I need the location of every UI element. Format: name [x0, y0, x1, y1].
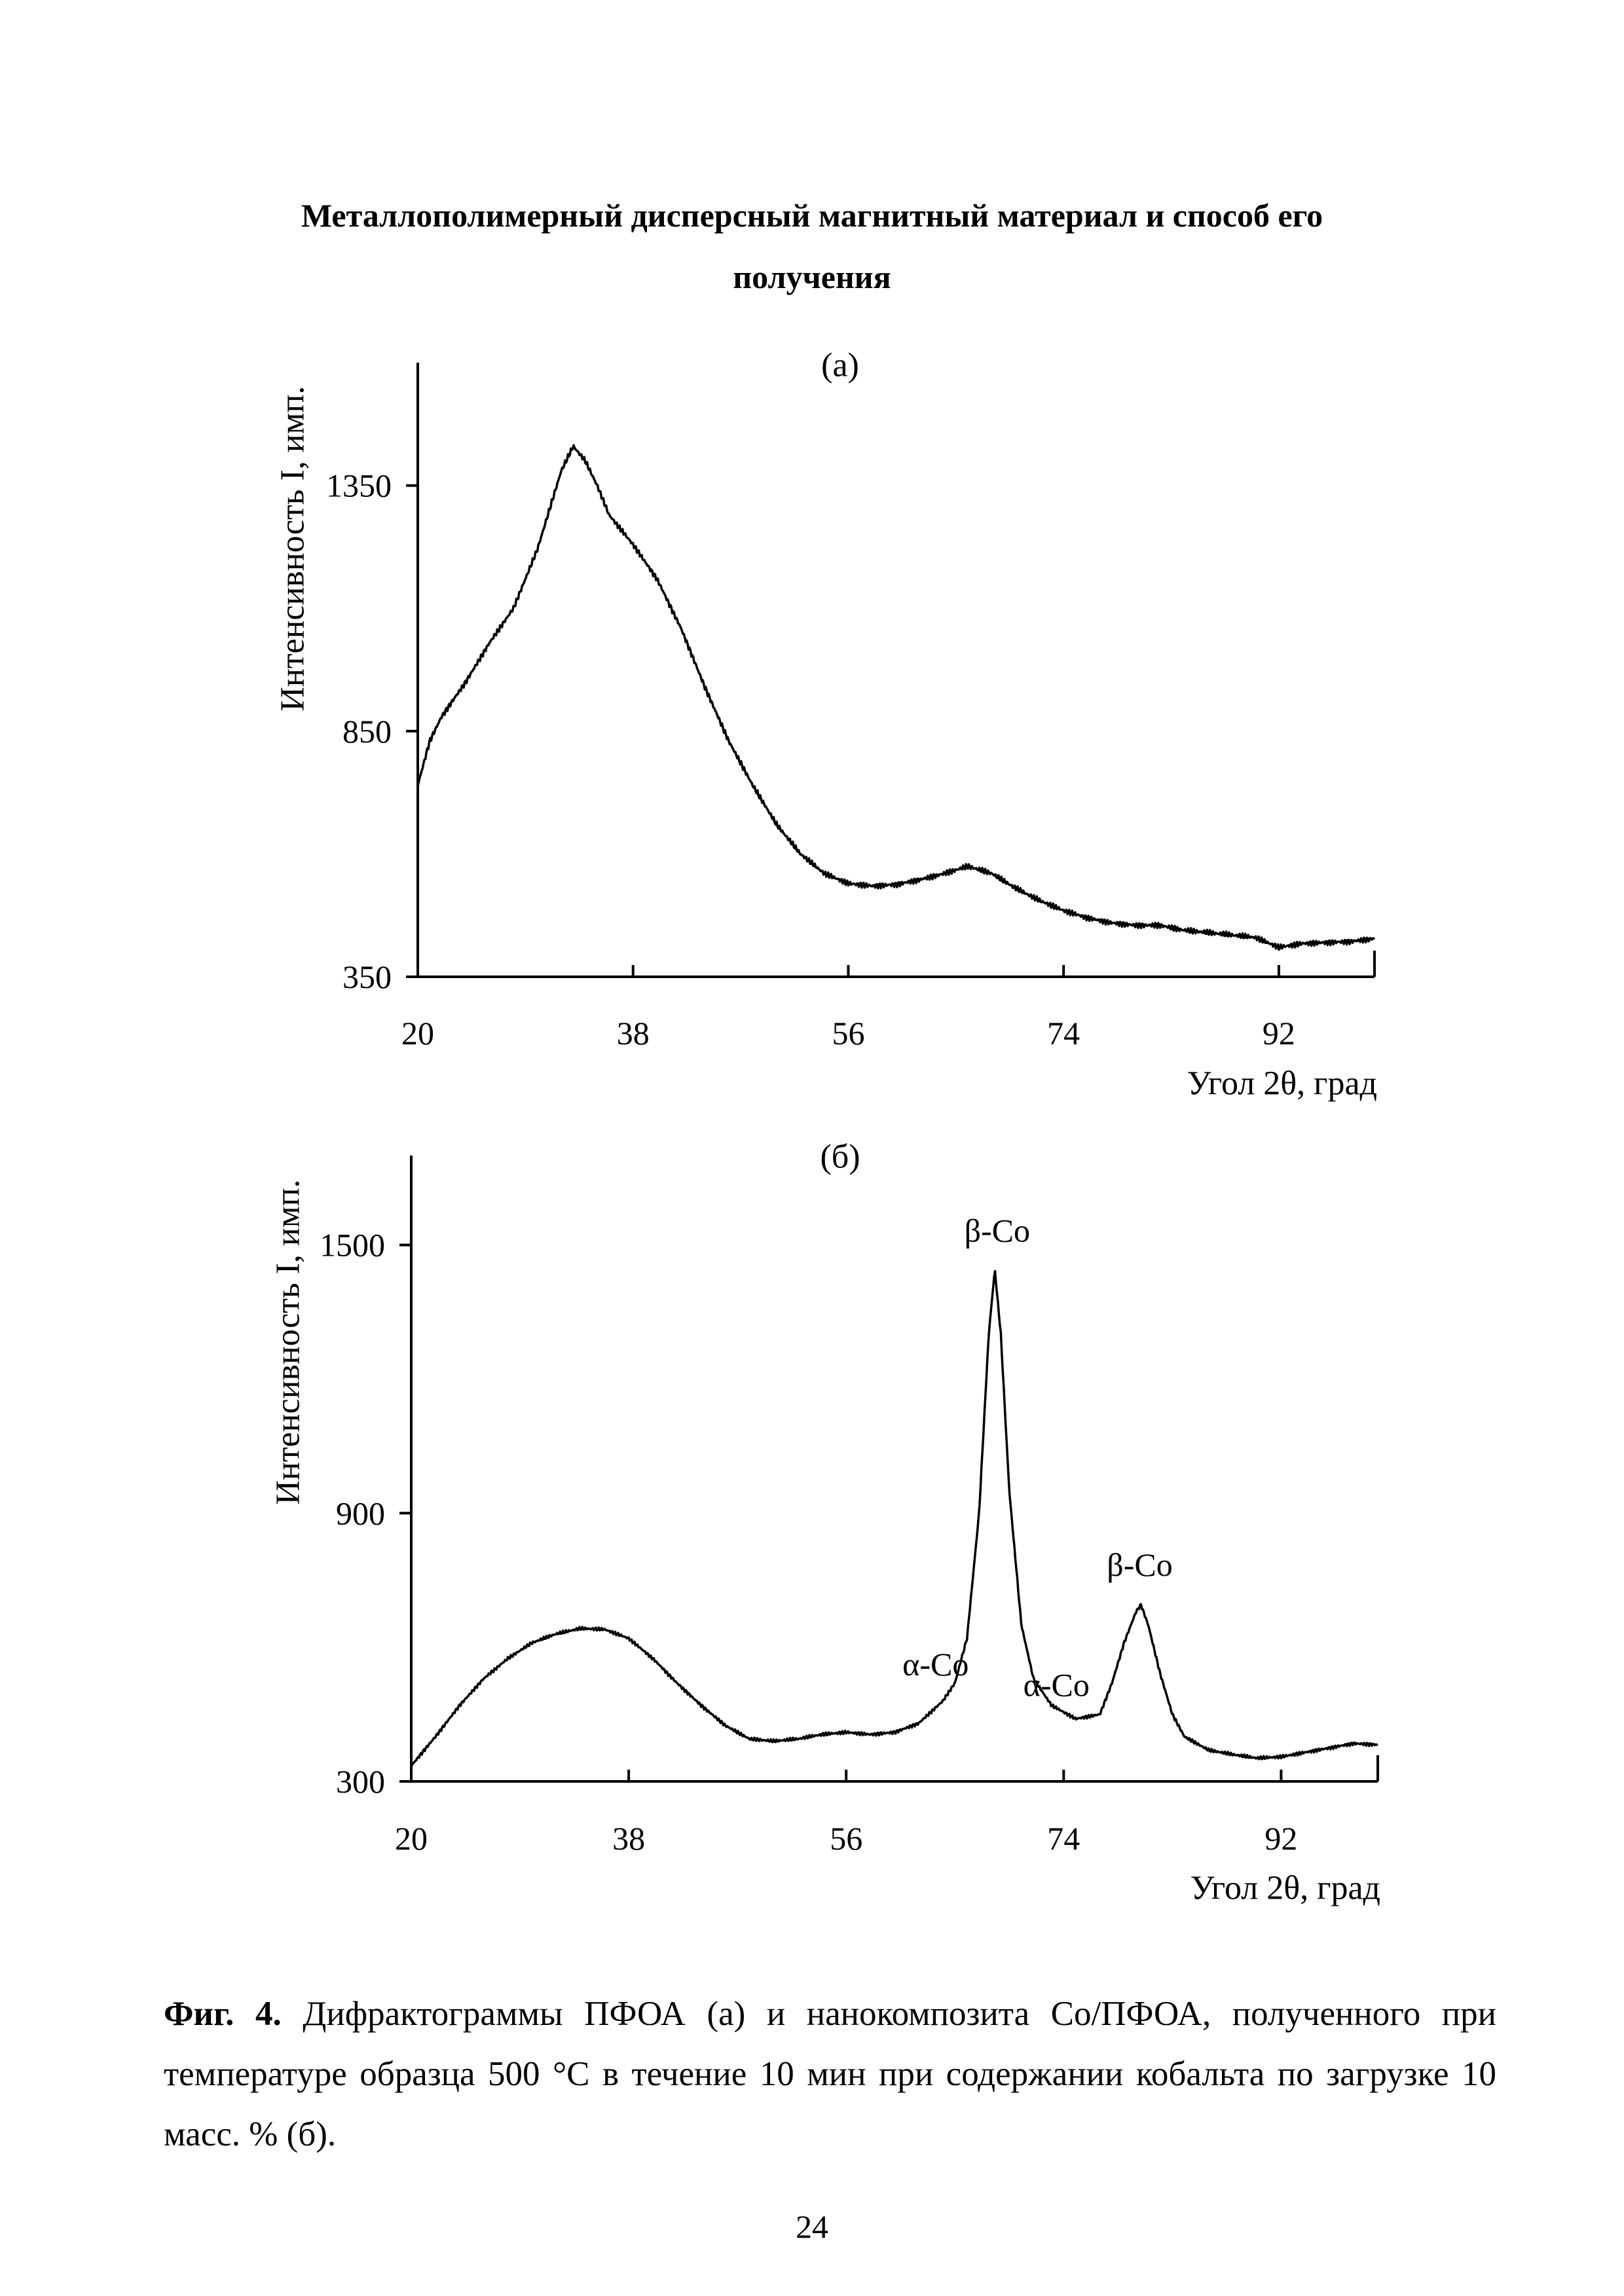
caption-label: Фиг. 4.	[164, 1995, 282, 2033]
peak-annotation: α-Co	[1024, 1667, 1090, 1704]
figure-caption: Фиг. 4. Дифрактограммы ПФОА (а) и наноко…	[164, 1984, 1496, 2164]
y-tick-label: 900	[336, 1495, 385, 1531]
x-tick-label: 92	[1263, 1015, 1295, 1051]
y-tick-label: 1500	[320, 1227, 385, 1264]
peak-annotation: β-Co	[965, 1212, 1030, 1249]
x-tick-label: 20	[395, 1820, 428, 1857]
x-axis-label: Угол 2θ, град	[1190, 1870, 1380, 1907]
x-tick-label: 74	[1047, 1820, 1080, 1857]
x-axis-label: Угол 2θ, град	[1187, 1065, 1377, 1102]
y-tick-label: 350	[342, 958, 392, 995]
x-tick-label: 38	[612, 1820, 645, 1857]
x-tick-label: 92	[1264, 1820, 1297, 1857]
y-axis-label: Интенсивность I, имп.	[270, 1180, 307, 1505]
page-number: 24	[796, 2208, 828, 2245]
diffraction-curve	[410, 1269, 1378, 1768]
chart-panel-title: (б)	[820, 1139, 860, 1176]
peak-annotation: α-Co	[902, 1646, 969, 1683]
document-title-line-2: получения	[733, 259, 891, 295]
x-tick-label: 38	[617, 1015, 650, 1051]
y-axis-label: Интенсивность I, имп.	[274, 386, 312, 712]
x-tick-label: 74	[1047, 1015, 1080, 1051]
document-title-line-1: Металлополимерный дисперсный магнитный м…	[301, 197, 1323, 234]
caption-text: Дифрактограммы ПФОА (а) и нанокомпозита …	[164, 1995, 1496, 2153]
chart-panel-title: (а)	[821, 347, 859, 384]
y-tick-label: 1350	[326, 467, 392, 504]
peak-annotation: β-Co	[1107, 1546, 1172, 1583]
x-tick-label: 56	[832, 1015, 864, 1051]
diffraction-curve	[416, 444, 1376, 951]
y-tick-label: 850	[342, 713, 392, 750]
x-tick-label: 56	[830, 1820, 862, 1857]
y-tick-label: 300	[336, 1763, 385, 1800]
x-tick-label: 20	[401, 1015, 434, 1051]
